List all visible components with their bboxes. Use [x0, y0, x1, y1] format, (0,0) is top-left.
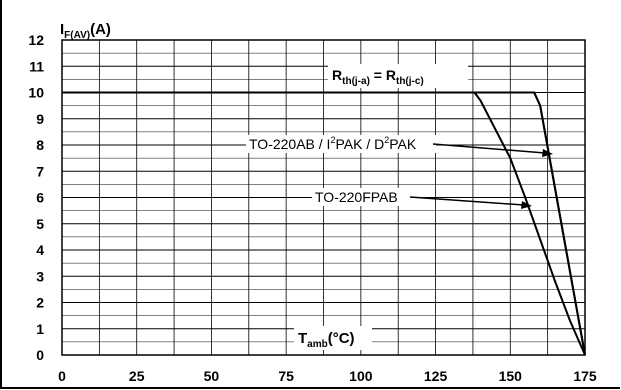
x-tick-label: 175	[573, 368, 597, 384]
annotation-to220fpab: TO-220FPAB	[315, 189, 398, 205]
plot-area-frame	[61, 39, 586, 356]
y-axis-label: IF(AV)(A)	[60, 21, 111, 41]
y-axis-label-main: I	[60, 21, 64, 38]
x-tick-label: 100	[349, 368, 373, 384]
x-tick-label: 75	[278, 368, 294, 384]
x-tick-label: 0	[58, 368, 66, 384]
x-tick-labels: 0 25 50 75 100 125 150 175	[58, 368, 597, 384]
annotation-to220ab: TO-220AB / I2PAK / D2PAK	[249, 135, 417, 152]
x-axis-label-bg	[294, 326, 372, 350]
y-tick-label: 12	[28, 32, 44, 48]
y-tick-label: 3	[36, 268, 44, 284]
arrow-to220ab-head	[542, 149, 553, 157]
series-lines	[62, 91, 586, 356]
x-tick-label: 125	[424, 368, 448, 384]
x-axis-label-tail: (°C)	[328, 330, 355, 347]
y-tick-label: 8	[36, 137, 44, 153]
y-axis-label-tail: (A)	[90, 21, 111, 38]
y-tick-label: 7	[36, 163, 44, 179]
annotation-to220fpab-bg	[312, 188, 412, 206]
y-tick-label: 11	[29, 58, 44, 74]
y-tick-label: 10	[28, 85, 44, 101]
y-tick-label: 4	[36, 242, 44, 258]
x-axis-label: Tamb(°C)	[298, 330, 355, 350]
x-tick-label: 150	[499, 368, 523, 384]
series-line-2	[62, 91, 586, 356]
y-tick-label: 6	[36, 190, 44, 206]
arrow-to220fpab-head	[521, 201, 532, 209]
x-tick-label: 25	[129, 368, 145, 384]
y-axis-label-sub: F(AV)	[64, 30, 90, 41]
y-tick-label: 1	[36, 321, 44, 337]
y-tick-label: 5	[36, 216, 44, 232]
x-axis-label-main: T	[298, 330, 307, 347]
annotation-rth: Rth(j-a) = Rth(j-c)	[332, 67, 424, 87]
arrow-to220fpab-line	[409, 196, 525, 206]
y-tick-label: 2	[36, 295, 44, 311]
x-tick-label: 50	[204, 368, 220, 384]
arrow-to220ab-line	[432, 143, 546, 154]
annotation-rth-bg	[328, 64, 468, 88]
x-axis-label-sub: amb	[307, 339, 328, 350]
plot-frame	[61, 39, 586, 356]
y-tick-label: 9	[36, 111, 44, 127]
y-tick-label: 0	[36, 347, 44, 363]
annotation-to220ab-bg	[246, 135, 436, 153]
